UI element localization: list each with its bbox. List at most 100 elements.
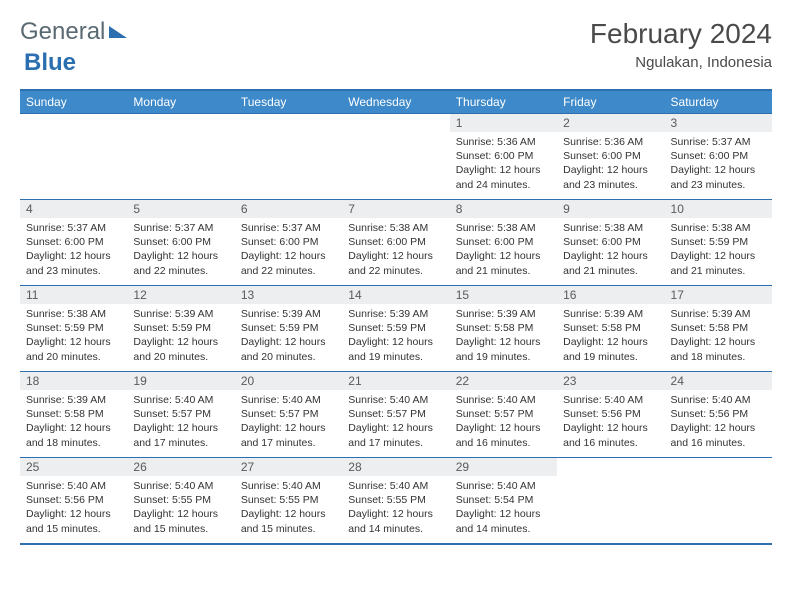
day-details: Sunrise: 5:40 AMSunset: 5:54 PMDaylight:… [450,476,557,540]
calendar-day-cell [665,458,772,544]
day-number: 9 [557,200,664,218]
weekday-header: Monday [127,90,234,114]
day-details: Sunrise: 5:36 AMSunset: 6:00 PMDaylight:… [450,132,557,196]
day-details: Sunrise: 5:38 AMSunset: 6:00 PMDaylight:… [342,218,449,282]
location: Ngulakan, Indonesia [590,54,772,71]
weekday-header: Wednesday [342,90,449,114]
day-number: 19 [127,372,234,390]
calendar-day-cell: 28Sunrise: 5:40 AMSunset: 5:55 PMDayligh… [342,458,449,544]
day-details: Sunrise: 5:40 AMSunset: 5:57 PMDaylight:… [450,390,557,454]
day-number: 22 [450,372,557,390]
calendar-day-cell: 13Sunrise: 5:39 AMSunset: 5:59 PMDayligh… [235,286,342,372]
calendar-day-cell: 19Sunrise: 5:40 AMSunset: 5:57 PMDayligh… [127,372,234,458]
calendar-day-cell: 23Sunrise: 5:40 AMSunset: 5:56 PMDayligh… [557,372,664,458]
day-details: Sunrise: 5:37 AMSunset: 6:00 PMDaylight:… [665,132,772,196]
day-number: 13 [235,286,342,304]
calendar-day-cell: 11Sunrise: 5:38 AMSunset: 5:59 PMDayligh… [20,286,127,372]
day-number: 20 [235,372,342,390]
calendar-day-cell: 3Sunrise: 5:37 AMSunset: 6:00 PMDaylight… [665,114,772,200]
calendar-header: SundayMondayTuesdayWednesdayThursdayFrid… [20,90,772,114]
weekday-header: Tuesday [235,90,342,114]
day-details: Sunrise: 5:38 AMSunset: 5:59 PMDaylight:… [20,304,127,368]
day-details: Sunrise: 5:39 AMSunset: 5:58 PMDaylight:… [20,390,127,454]
day-details: Sunrise: 5:37 AMSunset: 6:00 PMDaylight:… [20,218,127,282]
day-details: Sunrise: 5:40 AMSunset: 5:57 PMDaylight:… [235,390,342,454]
calendar-day-cell: 18Sunrise: 5:39 AMSunset: 5:58 PMDayligh… [20,372,127,458]
calendar-day-cell: 5Sunrise: 5:37 AMSunset: 6:00 PMDaylight… [127,200,234,286]
title-block: February 2024 Ngulakan, Indonesia [590,18,772,71]
day-number: 6 [235,200,342,218]
day-details: Sunrise: 5:39 AMSunset: 5:58 PMDaylight:… [665,304,772,368]
calendar-week-row: 18Sunrise: 5:39 AMSunset: 5:58 PMDayligh… [20,372,772,458]
day-details: Sunrise: 5:36 AMSunset: 6:00 PMDaylight:… [557,132,664,196]
calendar-week-row: 11Sunrise: 5:38 AMSunset: 5:59 PMDayligh… [20,286,772,372]
calendar-day-cell: 27Sunrise: 5:40 AMSunset: 5:55 PMDayligh… [235,458,342,544]
day-number: 5 [127,200,234,218]
day-number: 4 [20,200,127,218]
day-number: 25 [20,458,127,476]
calendar-day-cell [20,114,127,200]
day-number: 1 [450,114,557,132]
day-number: 18 [20,372,127,390]
day-number: 26 [127,458,234,476]
calendar-body: 1Sunrise: 5:36 AMSunset: 6:00 PMDaylight… [20,114,772,544]
calendar-week-row: 1Sunrise: 5:36 AMSunset: 6:00 PMDaylight… [20,114,772,200]
day-details: Sunrise: 5:39 AMSunset: 5:58 PMDaylight:… [557,304,664,368]
weekday-header: Saturday [665,90,772,114]
calendar-day-cell: 9Sunrise: 5:38 AMSunset: 6:00 PMDaylight… [557,200,664,286]
calendar-day-cell: 16Sunrise: 5:39 AMSunset: 5:58 PMDayligh… [557,286,664,372]
day-number: 10 [665,200,772,218]
calendar-day-cell: 24Sunrise: 5:40 AMSunset: 5:56 PMDayligh… [665,372,772,458]
day-details: Sunrise: 5:39 AMSunset: 5:59 PMDaylight:… [342,304,449,368]
calendar-day-cell: 26Sunrise: 5:40 AMSunset: 5:55 PMDayligh… [127,458,234,544]
day-details: Sunrise: 5:39 AMSunset: 5:58 PMDaylight:… [450,304,557,368]
logo-triangle-icon [109,26,127,38]
calendar-day-cell [557,458,664,544]
calendar-day-cell: 25Sunrise: 5:40 AMSunset: 5:56 PMDayligh… [20,458,127,544]
logo-text-2: Blue [24,49,76,76]
month-title: February 2024 [590,18,772,50]
day-details: Sunrise: 5:40 AMSunset: 5:57 PMDaylight:… [342,390,449,454]
logo-text-1: General [20,18,105,46]
calendar-day-cell [342,114,449,200]
calendar-day-cell: 14Sunrise: 5:39 AMSunset: 5:59 PMDayligh… [342,286,449,372]
day-number: 24 [665,372,772,390]
calendar-day-cell: 7Sunrise: 5:38 AMSunset: 6:00 PMDaylight… [342,200,449,286]
calendar-day-cell: 8Sunrise: 5:38 AMSunset: 6:00 PMDaylight… [450,200,557,286]
day-number: 29 [450,458,557,476]
day-number: 15 [450,286,557,304]
calendar-day-cell: 15Sunrise: 5:39 AMSunset: 5:58 PMDayligh… [450,286,557,372]
calendar-day-cell: 10Sunrise: 5:38 AMSunset: 5:59 PMDayligh… [665,200,772,286]
day-number: 8 [450,200,557,218]
day-details: Sunrise: 5:38 AMSunset: 6:00 PMDaylight:… [557,218,664,282]
day-details: Sunrise: 5:37 AMSunset: 6:00 PMDaylight:… [235,218,342,282]
day-details: Sunrise: 5:39 AMSunset: 5:59 PMDaylight:… [127,304,234,368]
day-number: 14 [342,286,449,304]
weekday-header: Friday [557,90,664,114]
weekday-header: Sunday [20,90,127,114]
day-details: Sunrise: 5:40 AMSunset: 5:56 PMDaylight:… [20,476,127,540]
calendar-week-row: 4Sunrise: 5:37 AMSunset: 6:00 PMDaylight… [20,200,772,286]
calendar-day-cell: 4Sunrise: 5:37 AMSunset: 6:00 PMDaylight… [20,200,127,286]
day-number: 16 [557,286,664,304]
day-number: 23 [557,372,664,390]
day-details: Sunrise: 5:39 AMSunset: 5:59 PMDaylight:… [235,304,342,368]
calendar-day-cell: 29Sunrise: 5:40 AMSunset: 5:54 PMDayligh… [450,458,557,544]
day-details: Sunrise: 5:40 AMSunset: 5:57 PMDaylight:… [127,390,234,454]
day-details: Sunrise: 5:40 AMSunset: 5:55 PMDaylight:… [235,476,342,540]
calendar-day-cell [127,114,234,200]
calendar-day-cell: 6Sunrise: 5:37 AMSunset: 6:00 PMDaylight… [235,200,342,286]
day-details: Sunrise: 5:40 AMSunset: 5:55 PMDaylight:… [127,476,234,540]
day-details: Sunrise: 5:40 AMSunset: 5:56 PMDaylight:… [665,390,772,454]
day-number: 28 [342,458,449,476]
calendar-day-cell: 20Sunrise: 5:40 AMSunset: 5:57 PMDayligh… [235,372,342,458]
day-number: 17 [665,286,772,304]
calendar-day-cell [235,114,342,200]
day-details: Sunrise: 5:40 AMSunset: 5:55 PMDaylight:… [342,476,449,540]
calendar-day-cell: 12Sunrise: 5:39 AMSunset: 5:59 PMDayligh… [127,286,234,372]
day-number: 12 [127,286,234,304]
day-number: 27 [235,458,342,476]
day-number: 3 [665,114,772,132]
day-number: 7 [342,200,449,218]
day-details: Sunrise: 5:38 AMSunset: 5:59 PMDaylight:… [665,218,772,282]
